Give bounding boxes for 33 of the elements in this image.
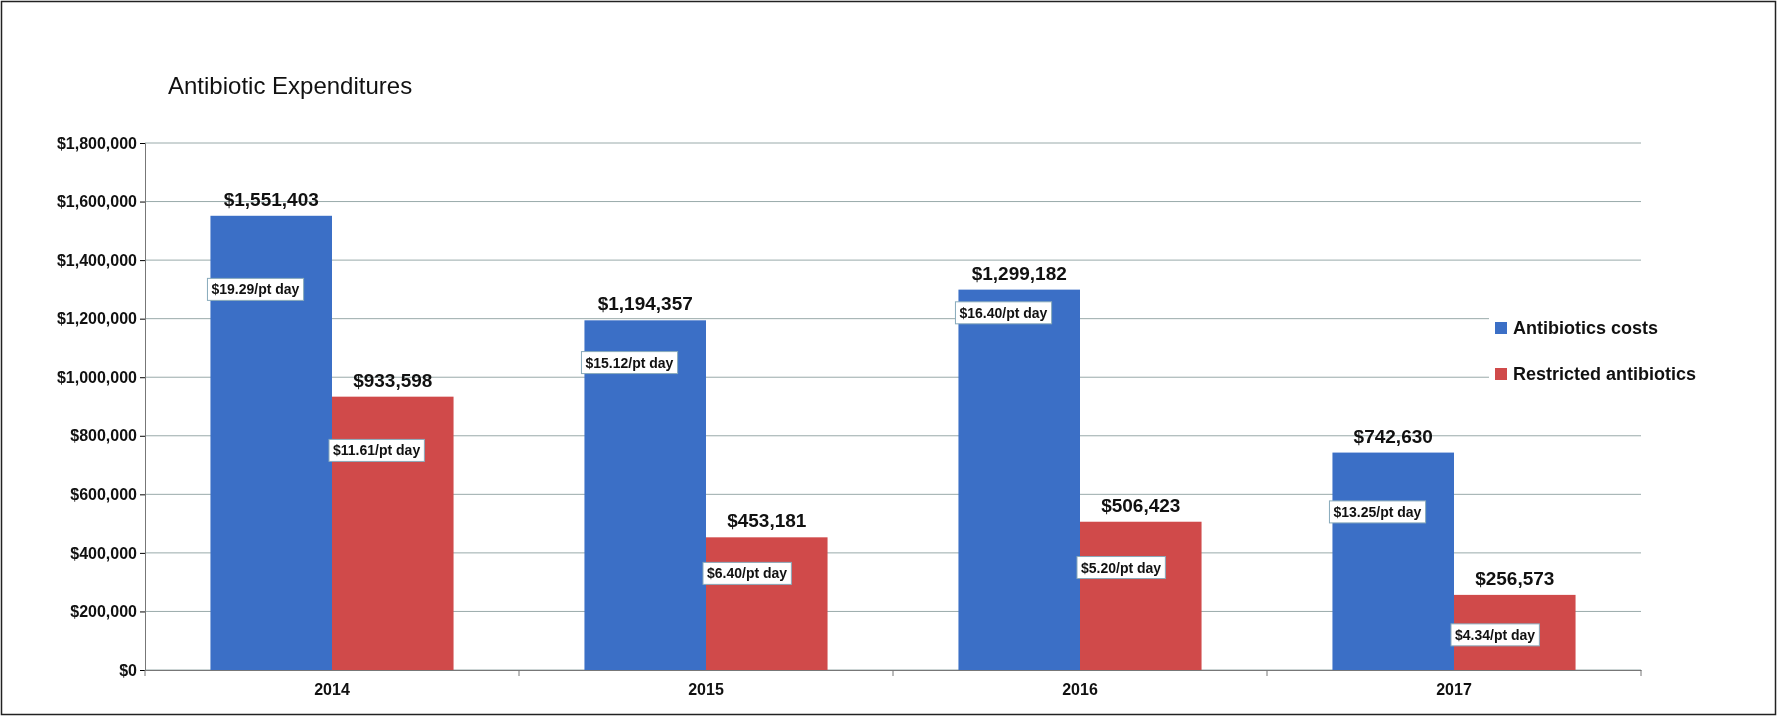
annotation: $11.61/pt day bbox=[333, 442, 421, 459]
y-tick-label: $1,800,000 bbox=[56, 134, 138, 152]
annotation: $19.29/pt day bbox=[211, 281, 300, 298]
data-label: $1,299,182 bbox=[971, 262, 1067, 284]
y-tick-label: $600,000 bbox=[70, 485, 138, 503]
data-label: $1,551,403 bbox=[223, 188, 319, 210]
y-tick-label: $1,400,000 bbox=[56, 251, 138, 269]
data-label: $256,573 bbox=[1475, 567, 1555, 589]
y-tick-label: $1,000,000 bbox=[56, 368, 138, 386]
annotation: $6.40/pt day bbox=[707, 565, 788, 582]
annotation: $13.25/pt day bbox=[1333, 503, 1422, 520]
annotation: $16.40/pt day bbox=[959, 304, 1048, 321]
data-label: $742,630 bbox=[1353, 425, 1433, 447]
x-tick-label: 2016 bbox=[1062, 681, 1098, 699]
x-tick-label: 2014 bbox=[314, 681, 350, 699]
y-tick-label: $1,200,000 bbox=[56, 310, 138, 328]
x-tick-label: 2015 bbox=[688, 681, 724, 699]
y-tick-label: $200,000 bbox=[70, 603, 138, 621]
y-tick-label: $800,000 bbox=[70, 427, 138, 445]
chart-title: Antibiotic Expenditures bbox=[168, 72, 413, 99]
annotation: $15.12/pt day bbox=[585, 354, 674, 371]
data-label: $1,194,357 bbox=[597, 293, 693, 315]
legend-label: Restricted antibiotics bbox=[1513, 364, 1697, 384]
data-label: $933,598 bbox=[353, 369, 433, 391]
y-tick-label: $0 bbox=[119, 661, 138, 679]
y-tick-label: $1,600,000 bbox=[56, 193, 138, 211]
x-tick-label: 2017 bbox=[1436, 681, 1472, 699]
annotation: $4.34/pt day bbox=[1455, 626, 1536, 643]
data-label: $506,423 bbox=[1101, 494, 1181, 516]
annotation: $5.20/pt day bbox=[1081, 559, 1162, 576]
data-label: $453,181 bbox=[727, 510, 807, 532]
y-tick-label: $400,000 bbox=[70, 544, 138, 562]
legend-label: Antibiotics costs bbox=[1513, 318, 1659, 338]
